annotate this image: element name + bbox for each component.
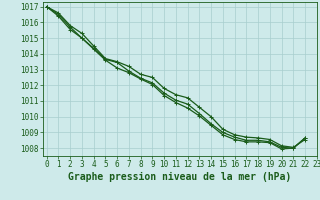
- X-axis label: Graphe pression niveau de la mer (hPa): Graphe pression niveau de la mer (hPa): [68, 172, 292, 182]
